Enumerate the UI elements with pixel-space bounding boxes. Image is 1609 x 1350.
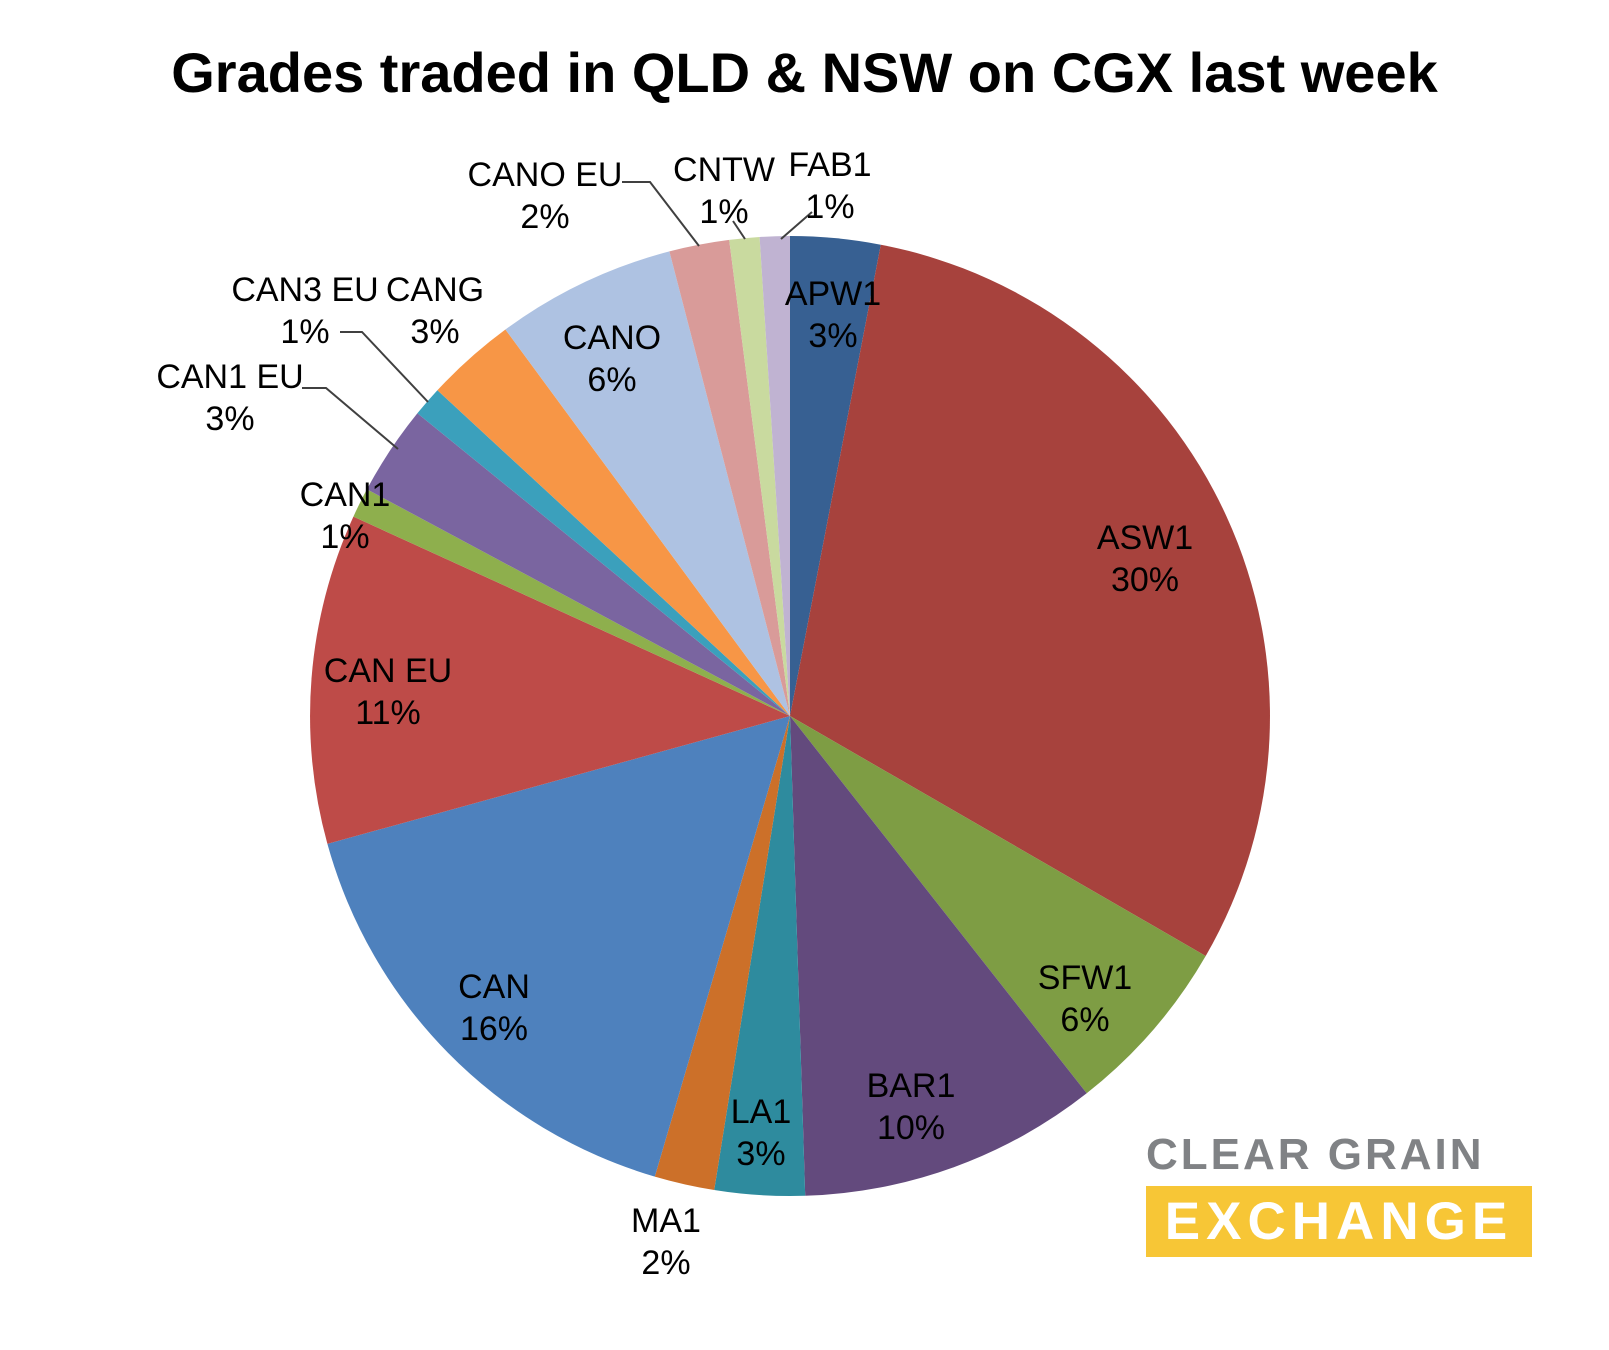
chart-title: Grades traded in QLD & NSW on CGX last w…: [171, 41, 1438, 104]
pie-slice-can: [327, 716, 790, 1177]
leader-line-can3-eu: [340, 331, 429, 403]
slice-label-can3-eu: CAN3 EU 1%: [231, 271, 378, 351]
pie-slice-cntw: [729, 237, 790, 716]
pie-slice-cano-eu: [669, 239, 790, 716]
slice-label-can: CAN 16%: [458, 968, 530, 1048]
pie-slice-la1: [714, 716, 806, 1197]
slice-label-bar1: BAR1 10%: [867, 1067, 956, 1147]
pie-slice-can3-eu: [417, 390, 790, 716]
slice-label-fab1: FAB1 1%: [788, 146, 871, 226]
slice-label-asw1: ASW1 30%: [1097, 519, 1193, 599]
leader-line-fab1: [780, 211, 813, 240]
cgx-logo: CLEAR GRAIN EXCHANGE: [1146, 1130, 1532, 1257]
slice-label-apw1: APW1 3%: [785, 275, 881, 355]
slice-label-cano: CANO 6%: [563, 319, 661, 399]
pie-slice-cang: [437, 329, 790, 716]
logo-clear-grain: CLEAR GRAIN: [1146, 1130, 1485, 1179]
slice-label-can-eu: CAN EU 11%: [324, 652, 452, 732]
leader-line-cano-eu: [622, 181, 700, 247]
leader-line-cntw: [732, 220, 746, 240]
slice-label-can1: CAN1 1%: [300, 476, 391, 556]
slice-label-la1: LA1 3%: [731, 1093, 792, 1173]
pie-slice-ma1: [654, 716, 790, 1190]
pie-slice-can1: [353, 489, 790, 716]
pie-slice-bar1: [790, 716, 1087, 1196]
slice-label-cang: CANG 3%: [386, 271, 484, 351]
slice-label-cntw: CNTW 1%: [673, 151, 775, 231]
pie-slice-apw1: [790, 236, 881, 716]
leader-line-can1-eu: [302, 387, 399, 450]
logo-exchange: EXCHANGE: [1146, 1186, 1532, 1257]
pie-slice-cano: [505, 251, 790, 716]
slice-label-cano-eu: CANO EU 2%: [468, 156, 623, 236]
pie-slice-can1-eu: [366, 413, 790, 716]
pie-slice-can-eu: [310, 516, 790, 844]
slice-label-ma1: MA1 2%: [631, 1202, 701, 1282]
pie-slice-sfw1: [790, 716, 1206, 1094]
slice-label-sfw1: SFW1 6%: [1038, 959, 1132, 1039]
slice-label-can1-eu: CAN1 EU 3%: [156, 358, 303, 438]
pie-slice-fab1: [759, 236, 790, 716]
pie-slice-asw1: [790, 244, 1270, 956]
